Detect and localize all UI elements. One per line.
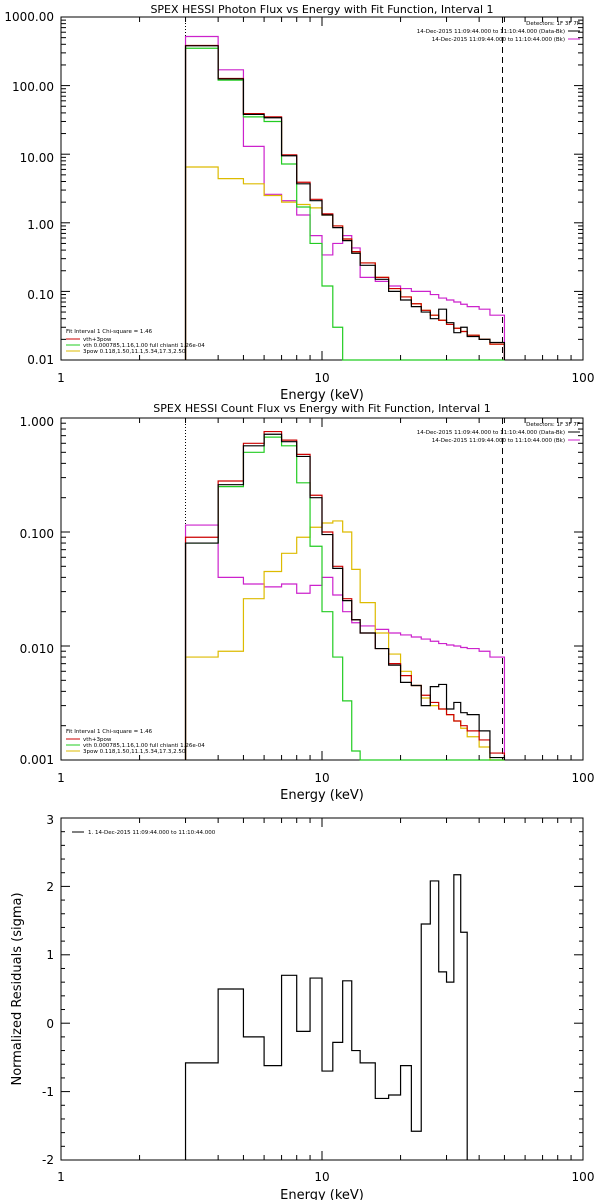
x-tick-label: 100 xyxy=(572,771,595,785)
legend-vth: vth 0.000785,1.16,1.00 full chianti 1.26… xyxy=(83,343,205,349)
series-vth-3pow-line xyxy=(184,44,506,360)
series-vth-line xyxy=(184,47,505,361)
y-tick-label: 0.01 xyxy=(27,353,54,367)
x-tick-label: 10 xyxy=(314,771,329,785)
count-flux-right-legend: Detectors: 1F 3F 7F 14-Dec-2015 11:09:44… xyxy=(417,422,580,444)
count-flux-tick-marks xyxy=(60,418,583,761)
legend-detectors: Detectors: 1F 3F 7F xyxy=(526,21,580,27)
legend-fit-interval: Fit Interval 1 Chi-square = 1.46 xyxy=(66,729,153,735)
series-data-line xyxy=(184,45,506,360)
y-tick-label: 100.00 xyxy=(12,80,54,94)
count-flux-x-axis-label: Energy (keV) xyxy=(280,788,364,803)
count-flux-left-legend: Fit Interval 1 Chi-square = 1.46 vth+3po… xyxy=(66,729,205,755)
photon-flux-right-legend: Detectors: 1F 3F 7F 14-Dec-2015 11:09:44… xyxy=(417,21,580,43)
y-tick-label: 0 xyxy=(46,1017,54,1031)
y-tick-label: -1 xyxy=(42,1085,54,1099)
x-tick-label: 1 xyxy=(57,371,65,385)
x-tick-label: 100 xyxy=(572,1170,595,1184)
y-tick-label: 0.010 xyxy=(20,642,54,656)
y-tick-label: 3 xyxy=(46,813,54,827)
legend-data-minus-bk: 14-Dec-2015 11:09:44.000 to 11:10:44.000… xyxy=(417,430,565,436)
x-tick-label: 1 xyxy=(57,1170,65,1184)
y-tick-label: 1.00 xyxy=(27,218,54,232)
count-flux-y-ticks: 0.001 0.010 0.100 1.000 xyxy=(20,415,54,767)
photon-flux-plot-frame xyxy=(60,16,584,361)
y-tick-label: 0.001 xyxy=(20,753,54,767)
series-data-line xyxy=(184,433,506,760)
y-tick-label: 0.10 xyxy=(27,288,54,302)
y-tick-label: 1000.00 xyxy=(4,10,54,24)
residuals-x-axis-label: Energy (keV) xyxy=(280,1188,364,1200)
series-vth-line xyxy=(184,436,505,761)
series-bk-line xyxy=(184,524,506,760)
residuals-series xyxy=(184,874,468,1160)
legend-vth: vth 0.000785,1.16,1.00 full chianti 1.26… xyxy=(83,743,205,749)
residuals-tick-marks xyxy=(60,818,583,1161)
x-tick-label: 10 xyxy=(314,1170,329,1184)
legend-data-minus-bk: 14-Dec-2015 11:09:44.000 to 11:10:44.000… xyxy=(417,29,565,35)
y-tick-label: 0.100 xyxy=(20,527,54,541)
photon-flux-title: SPEX HESSI Photon Flux vs Energy with Fi… xyxy=(150,3,493,16)
count-flux-x-ticks: 1 10 100 xyxy=(57,771,594,785)
legend-fit-interval: Fit Interval 1 Chi-square = 1.46 xyxy=(66,329,153,335)
y-tick-label: 1 xyxy=(46,948,54,962)
photon-flux-left-legend: Fit Interval 1 Chi-square = 1.46 vth+3po… xyxy=(66,329,205,355)
legend-pow: 3pow 0.118,1.50,11.1,5.34,17.3,2.50 xyxy=(83,749,186,755)
count-flux-title: SPEX HESSI Count Flux vs Energy with Fit… xyxy=(153,402,490,415)
photon-flux-x-axis-label: Energy (keV) xyxy=(280,388,364,403)
legend-detectors: Detectors: 1F 3F 7F xyxy=(526,422,580,428)
photon-flux-tick-marks xyxy=(60,17,583,361)
residuals-y-ticks: -2 -1 0 1 2 3 xyxy=(42,813,54,1167)
count-flux-series xyxy=(184,430,506,761)
residuals-legend: 1. 14-Dec-2015 11:09:44.000 to 11:10:44.… xyxy=(88,830,216,836)
x-tick-label: 1 xyxy=(57,771,65,785)
photon-flux-x-ticks: 1 10 100 xyxy=(57,371,594,385)
legend-bk: 14-Dec-2015 11:09:44.000 to 11:10:44.000… xyxy=(432,438,565,444)
count-flux-panel: SPEX HESSI Count Flux vs Energy with Fit… xyxy=(20,402,595,803)
series-pow-line xyxy=(184,520,505,761)
y-tick-label: 1.000 xyxy=(20,415,54,429)
photon-flux-y-ticks: 0.01 0.10 1.00 10.00 100.00 1000.00 xyxy=(4,10,54,367)
x-tick-label: 10 xyxy=(314,371,329,385)
x-tick-label: 100 xyxy=(572,371,595,385)
residuals-panel: -2 -1 0 1 2 3 1 10 100 Energy (keV) Norm… xyxy=(10,813,594,1200)
series-vth-3pow-line xyxy=(184,430,506,760)
photon-flux-series xyxy=(184,35,506,361)
legend-pow: 3pow 0.118,1.50,11.1,5.34,17.3,2.50 xyxy=(83,349,186,355)
y-tick-label: -2 xyxy=(42,1153,54,1167)
photon-flux-panel: SPEX HESSI Photon Flux vs Energy with Fi… xyxy=(4,3,594,403)
residuals-y-axis-label: Normalized Residuals (sigma) xyxy=(10,892,25,1085)
legend-vth-3pow: vth+3pow xyxy=(83,737,112,743)
legend-vth-3pow: vth+3pow xyxy=(83,337,112,343)
residuals-line xyxy=(184,874,468,1160)
y-tick-label: 10.00 xyxy=(20,151,54,165)
residuals-x-ticks: 1 10 100 xyxy=(57,1170,594,1184)
series-bk-line xyxy=(184,35,506,360)
legend-bk: 14-Dec-2015 11:09:44.000 to 11:10:44.000… xyxy=(432,37,565,43)
series-pow-line xyxy=(184,166,505,360)
y-tick-label: 2 xyxy=(46,880,54,894)
